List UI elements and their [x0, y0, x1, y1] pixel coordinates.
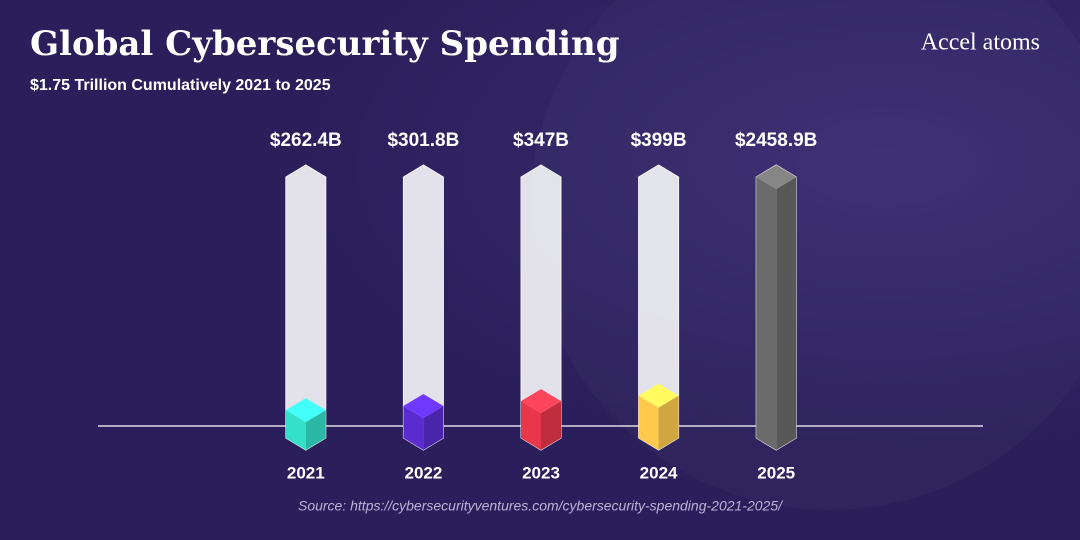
- bar-right-face: [305, 410, 326, 450]
- bar-left-face: [521, 401, 541, 450]
- bar-left-face: [638, 395, 659, 450]
- brand: Accel atoms: [921, 30, 1040, 56]
- value-label: $399B: [631, 130, 687, 151]
- bar-cap: [638, 383, 679, 408]
- value-label: $262.4B: [270, 130, 342, 151]
- value-label: $2458.9B: [735, 130, 817, 151]
- bar-cap: [756, 165, 797, 189]
- bar: [285, 398, 326, 450]
- bar-left-face: [285, 410, 306, 450]
- x-tick-label: 2022: [404, 463, 442, 482]
- value-label: $301.8B: [387, 130, 459, 151]
- x-tick-label: 2023: [522, 463, 560, 482]
- bar-right-face: [541, 401, 561, 450]
- chart-subtitle: $1.75 Trillion Cumulatively 2021 to 2025: [30, 77, 331, 94]
- bar-right-face: [776, 177, 797, 450]
- x-tick-label: 2021: [287, 463, 325, 482]
- x-tick-label: 2025: [757, 463, 795, 482]
- bar-cap: [521, 389, 561, 414]
- bar: [756, 165, 797, 450]
- bar: [521, 389, 561, 450]
- bar: [403, 393, 444, 450]
- bar-cap: [403, 393, 444, 418]
- source: Source: https://cybersecurityventures.co…: [298, 498, 784, 514]
- bar-cap: [285, 398, 326, 423]
- value-label: $347B: [513, 130, 569, 151]
- bar: [638, 383, 679, 450]
- bar-right-face: [658, 395, 679, 450]
- bar-left-face: [756, 177, 777, 450]
- chart-title: Global Cybersecurity Spending: [30, 24, 620, 64]
- bar-left-face: [403, 405, 424, 450]
- x-tick-label: 2024: [640, 463, 678, 482]
- bar-right-face: [423, 405, 444, 450]
